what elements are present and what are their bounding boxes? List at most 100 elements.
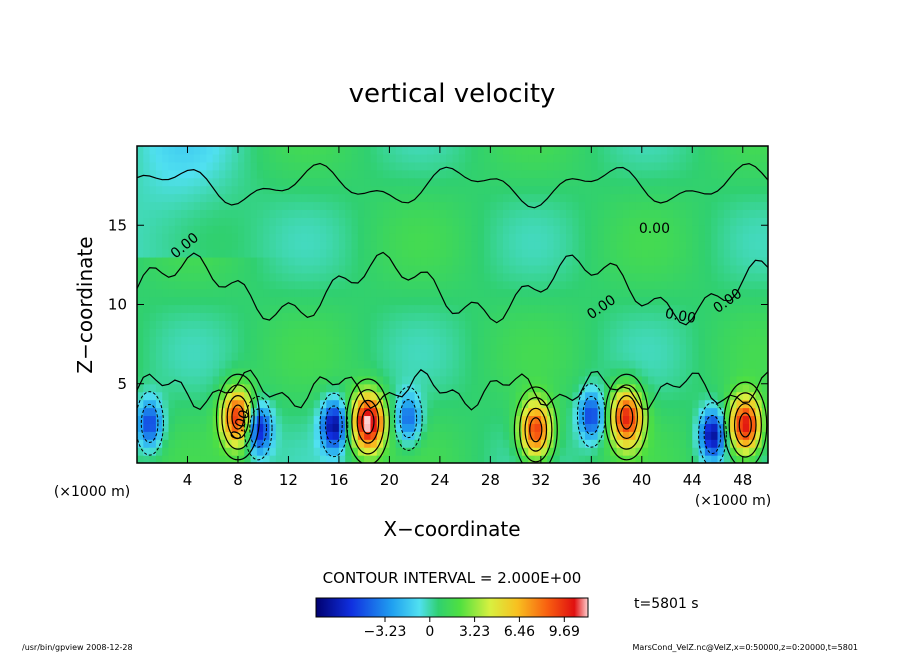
field-cell [667,391,674,401]
field-cell [244,320,252,329]
field-cell [578,359,586,369]
field-cell [730,407,738,417]
field-cell [301,320,308,329]
field-cell [137,367,144,377]
field-cell [610,177,618,187]
field-cell [742,328,750,337]
field-cell [319,201,327,210]
field-cell [439,161,447,171]
field-cell [275,233,283,242]
field-cell [155,169,163,179]
field-cell [376,201,384,210]
field-cell [439,256,447,266]
field-cell [357,415,365,424]
field-cell [622,217,630,226]
field-cell [622,399,630,409]
field-cell [629,169,637,179]
field-cell [698,201,706,210]
contour-label: 0.00 [639,221,670,237]
field-cell [629,153,637,163]
field-cell [446,328,454,337]
updraft-contour [361,409,375,435]
field-cell [345,352,353,361]
field-cell [389,328,397,337]
field-cell [143,272,151,282]
field-cell [540,328,548,337]
field-cell [420,241,428,250]
field-cell [730,264,738,274]
field-cell [465,225,473,234]
field-cell [338,312,346,321]
field-cell [162,280,170,290]
field-cell [351,367,359,377]
field-cell [155,344,163,353]
field-cell [597,161,605,171]
field-cell [301,241,308,250]
field-cell [528,375,536,385]
field-cell [603,328,611,337]
field-cell [263,320,271,329]
field-cell [294,272,302,282]
field-cell [559,272,567,282]
field-cell [301,146,308,155]
field-cell [692,233,700,242]
field-cell [490,169,498,179]
field-cell [692,375,700,385]
field-cell [496,209,504,218]
field-cell [673,344,681,353]
field-cell [749,375,756,385]
field-cell [319,225,327,234]
field-cell [193,407,201,417]
field-cell [376,296,384,306]
field-cell [534,193,542,203]
field-cell [559,153,567,163]
field-cell [736,375,744,385]
field-cell [685,407,693,417]
field-cell [200,415,208,424]
field-cell [219,201,226,210]
field-cell [155,225,163,234]
field-cell [660,249,668,258]
field-cell [294,264,302,274]
field-cell [698,423,706,432]
field-cell [648,209,656,218]
field-cell [635,146,643,155]
field-cell [515,304,523,314]
field-cell [439,312,447,321]
field-cell [635,304,643,314]
field-cell [484,359,491,369]
field-cell [597,264,605,274]
field-cell [212,328,220,337]
field-cell [389,264,397,274]
field-cell [420,256,428,266]
field-cell [654,233,662,242]
field-cell [370,217,378,226]
field-cell [635,367,643,377]
field-cell [250,217,258,226]
field-cell [471,264,479,274]
field-cell [345,320,353,329]
field-cell [433,407,441,417]
field-cell [219,344,226,353]
field-cell [244,431,252,440]
field-cell [654,423,662,432]
field-cell [591,153,599,163]
field-cell [143,439,151,448]
field-cell [408,146,416,155]
field-cell [515,375,523,385]
field-cell [591,439,599,448]
field-cell [610,153,618,163]
field-cell [263,352,271,361]
field-cell [181,439,189,448]
field-cell [730,209,738,218]
field-cell [307,249,315,258]
field-cell [496,399,504,409]
field-cell [319,383,327,393]
field-cell [736,225,744,234]
field-cell [275,272,283,282]
field-cell [174,407,182,417]
field-cell [704,455,712,463]
field-cell [269,280,277,290]
field-cell [206,328,214,337]
field-cell [225,359,233,369]
